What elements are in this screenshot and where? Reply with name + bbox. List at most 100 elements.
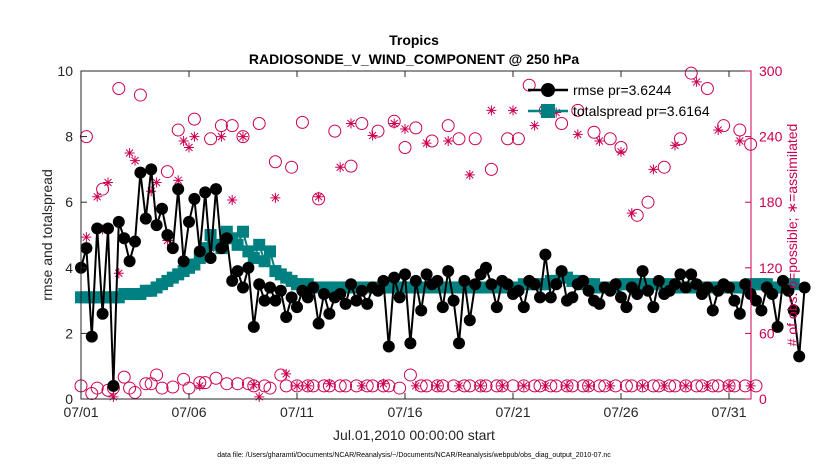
- obs-assimilated-point: [421, 138, 432, 149]
- x-tick-label: 07/16: [387, 404, 422, 420]
- obs-possible-point: [252, 116, 266, 130]
- obs-assimilated-point: [680, 380, 691, 391]
- rmse-point: [636, 265, 649, 278]
- rmse-point: [339, 297, 352, 310]
- rmse-point: [231, 265, 244, 278]
- rmse-point: [112, 215, 125, 228]
- rmse-point: [685, 268, 698, 281]
- y-right-tick-label: 180: [759, 194, 783, 210]
- obs-assimilated-point: [497, 380, 508, 391]
- obs-possible-point: [673, 132, 687, 146]
- rmse-point: [739, 278, 752, 291]
- rmse-point: [177, 255, 190, 268]
- rmse-point: [706, 304, 719, 317]
- spread-point: [264, 245, 276, 258]
- obs-possible-point: [452, 132, 466, 146]
- obs-possible-point: [393, 381, 407, 395]
- obs-assimilated-point: [702, 380, 713, 391]
- rmse-point: [615, 291, 627, 304]
- obs-possible-point: [484, 162, 498, 176]
- obs-assimilated-point: [734, 135, 745, 146]
- rmse-point: [771, 320, 784, 333]
- rmse-point: [577, 274, 590, 287]
- rmse-point: [420, 268, 433, 281]
- rmse-point: [404, 337, 417, 350]
- obs-possible-point: [511, 132, 525, 146]
- obs-assimilated-point: [108, 391, 119, 402]
- rmse-point: [280, 311, 293, 323]
- obs-assimilated-point: [113, 268, 124, 279]
- obs-possible-point: [317, 379, 331, 393]
- obs-assimilated-point: [81, 232, 92, 243]
- obs-possible-point: [474, 379, 488, 393]
- y-right-tick-label: 240: [759, 129, 783, 145]
- rmse-point: [453, 337, 465, 350]
- obs-possible-point: [582, 379, 596, 393]
- obs-possible-point: [187, 112, 201, 126]
- y-axis-right-label: # of obs: o=possible; ∗=assimilated: [784, 124, 800, 347]
- obs-assimilated-point: [270, 192, 281, 203]
- obs-possible-point: [96, 182, 110, 196]
- obs-assimilated-point: [389, 118, 400, 129]
- rmse-point: [766, 288, 779, 301]
- y-right-tick-label: 0: [759, 391, 767, 407]
- rmse-point: [80, 242, 93, 255]
- rmse-point: [372, 284, 384, 297]
- obs-layer: [74, 66, 763, 402]
- obs-assimilated-point: [529, 120, 540, 131]
- plot-area: [74, 66, 811, 402]
- obs-possible-point: [295, 115, 309, 129]
- x-tick-label: 07/31: [711, 404, 746, 420]
- spread-point: [258, 255, 271, 268]
- obs-possible-point: [382, 379, 396, 393]
- obs-possible-point: [398, 141, 412, 155]
- rmse-point: [226, 274, 239, 287]
- rmse-point: [593, 297, 606, 310]
- rmse-point: [269, 294, 282, 307]
- rmse-point: [490, 301, 503, 314]
- obs-assimilated-point: [194, 380, 205, 391]
- rmse-point: [512, 284, 525, 297]
- rmse-point: [679, 281, 692, 294]
- obs-possible-point: [403, 368, 417, 382]
- obs-possible-point: [684, 66, 698, 80]
- obs-assimilated-point: [254, 391, 265, 402]
- y-tick-label: 10: [57, 63, 73, 79]
- rmse-point: [750, 294, 762, 307]
- rmse-point: [442, 265, 455, 278]
- rmse-point: [517, 301, 530, 314]
- obs-assimilated-point: [124, 148, 135, 158]
- rmse-point: [674, 268, 687, 281]
- obs-assimilated-point: [454, 380, 464, 391]
- rmse-point: [85, 330, 98, 343]
- rmse-point: [161, 229, 174, 241]
- obs-possible-point: [133, 88, 147, 102]
- spread-point: [247, 251, 260, 264]
- rmse-point: [123, 255, 136, 268]
- legend-marker-spread: [541, 104, 555, 118]
- x-tick-label: 07/06: [171, 404, 206, 420]
- obs-possible-point: [139, 377, 153, 391]
- rmse-point: [166, 242, 179, 255]
- rmse-point: [199, 186, 212, 199]
- rmse-point: [534, 291, 546, 304]
- obs-assimilated-point: [518, 380, 529, 391]
- obs-assimilated-point: [313, 191, 324, 202]
- obs-possible-point: [263, 381, 277, 395]
- spread-point: [253, 238, 266, 251]
- rmse-point: [291, 301, 303, 314]
- rmse-point: [334, 288, 347, 301]
- obs-possible-point: [636, 379, 650, 393]
- obs-assimilated-point: [378, 378, 389, 389]
- y-tick-label: 8: [65, 129, 73, 145]
- rmse-point: [755, 304, 768, 317]
- obs-assimilated-point: [410, 380, 421, 391]
- obs-possible-point: [339, 379, 353, 393]
- obs-possible-point: [155, 381, 169, 395]
- rmse-point: [550, 278, 563, 291]
- x-tick-label: 07/26: [603, 404, 638, 420]
- rmse-point: [139, 212, 152, 225]
- rmse-point: [436, 301, 449, 314]
- rmse-point: [798, 281, 811, 294]
- rmse-point: [728, 294, 741, 307]
